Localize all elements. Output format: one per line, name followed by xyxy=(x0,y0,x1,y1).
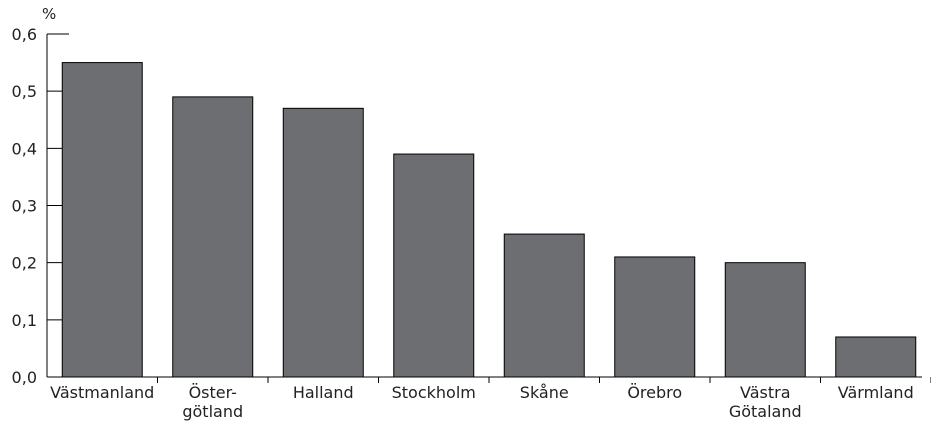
y-tick-label: 0,2 xyxy=(12,254,37,273)
x-category-label: Öster-götland xyxy=(182,383,243,421)
y-tick-label: 0,5 xyxy=(12,82,37,101)
bar xyxy=(835,336,917,378)
bar xyxy=(282,107,364,378)
y-tick-label: 0,6 xyxy=(12,25,37,44)
x-category-label: Örebro xyxy=(627,383,682,402)
y-tick-label: 0,1 xyxy=(12,311,37,330)
x-category-label: Halland xyxy=(293,383,354,402)
y-tick-label: 0,0 xyxy=(12,368,37,387)
y-axis: 0,0 0,1 0,2 0,3 0,4 0,5 0,6 xyxy=(12,25,69,387)
x-category-label: Värmland xyxy=(838,383,914,402)
bar xyxy=(614,256,696,378)
bar xyxy=(61,62,143,378)
x-category-label: Västmanland xyxy=(50,383,154,402)
x-axis xyxy=(47,376,931,383)
bars xyxy=(61,62,917,378)
x-category-label: Stockholm xyxy=(392,383,476,402)
bar xyxy=(724,262,806,378)
x-category-label: Västra Götaland xyxy=(729,383,802,421)
y-tick-label: 0,4 xyxy=(12,139,37,158)
bar xyxy=(503,233,585,378)
y-tick-label: 0,3 xyxy=(12,197,37,216)
bar xyxy=(393,153,475,378)
x-category-label: Skåne xyxy=(520,383,569,402)
bar xyxy=(172,96,254,378)
category-labels: Västmanland Öster-götland Halland Stockholm… xyxy=(50,383,914,421)
y-axis-unit-label: % xyxy=(42,5,56,23)
